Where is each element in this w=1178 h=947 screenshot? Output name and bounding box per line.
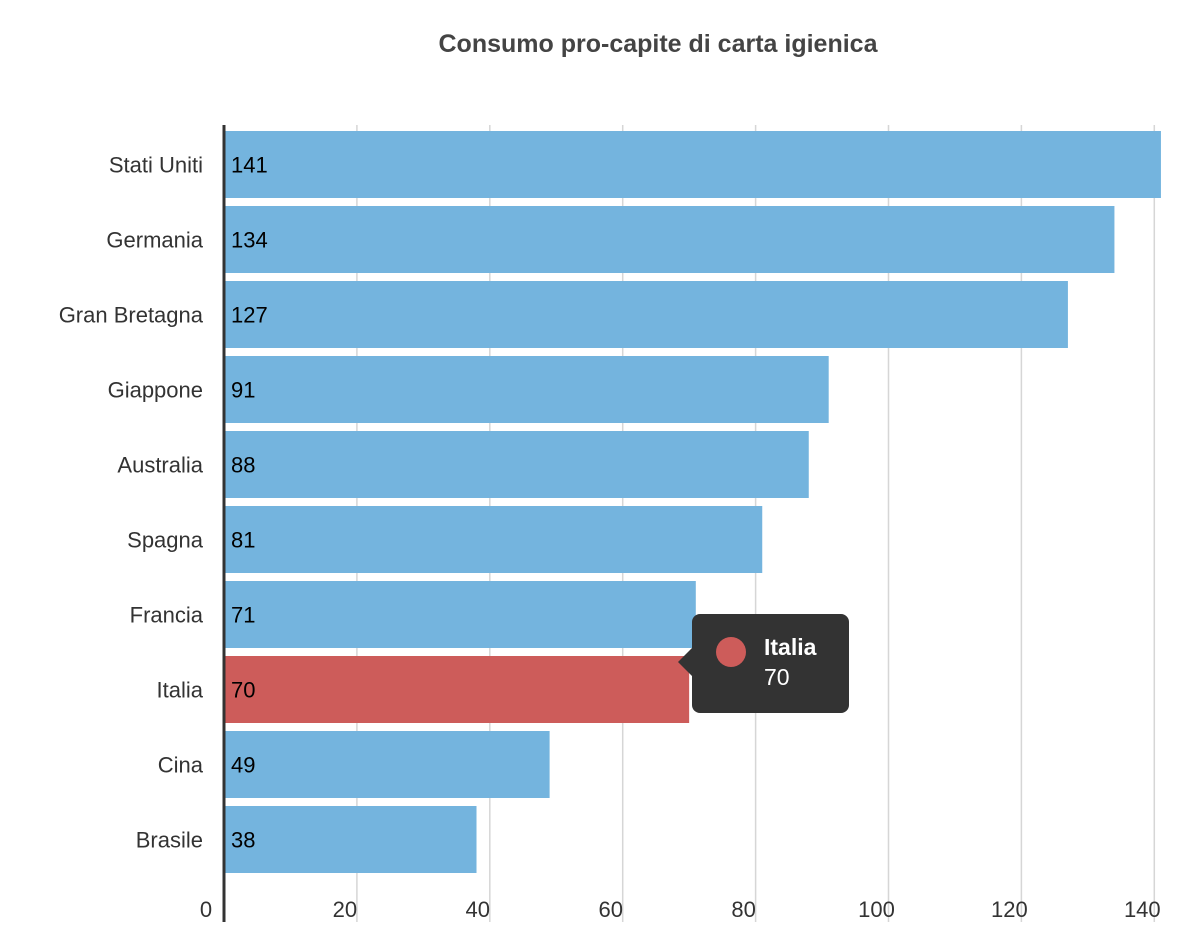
- category-label: Giappone: [108, 378, 203, 403]
- data-label: 71: [231, 603, 255, 628]
- bar-germania[interactable]: [224, 206, 1115, 273]
- category-label: Spagna: [127, 528, 204, 553]
- bar-italia[interactable]: [224, 656, 690, 723]
- tooltip: Italia 70: [678, 614, 849, 713]
- x-tick-label: 100: [858, 897, 895, 922]
- category-label: Germania: [106, 228, 203, 253]
- category-label: Cina: [158, 753, 204, 778]
- chart-title: Consumo pro-capite di carta igienica: [439, 30, 879, 58]
- data-label: 88: [231, 453, 255, 478]
- tooltip-name: Italia: [764, 634, 817, 660]
- data-label: 70: [231, 678, 255, 703]
- bar-gran-bretagna[interactable]: [224, 281, 1068, 348]
- data-label: 127: [231, 303, 268, 328]
- bar-australia[interactable]: [224, 431, 809, 498]
- data-label: 81: [231, 528, 255, 553]
- category-label: Australia: [117, 453, 203, 478]
- x-tick-label: 0: [200, 897, 212, 922]
- tooltip-color-dot: [716, 637, 746, 667]
- category-label: Francia: [130, 603, 204, 628]
- bar-brasile[interactable]: [224, 806, 477, 873]
- bar-cina[interactable]: [224, 731, 550, 798]
- data-label: 91: [231, 378, 255, 403]
- bar-francia[interactable]: [224, 581, 696, 648]
- bar-giappone[interactable]: [224, 356, 829, 423]
- category-label: Brasile: [136, 828, 203, 853]
- tooltip-value: 70: [764, 664, 790, 690]
- data-label: 49: [231, 753, 255, 778]
- data-label: 38: [231, 828, 255, 853]
- data-label: 134: [231, 228, 268, 253]
- bar-spagna[interactable]: [224, 506, 763, 573]
- category-label: Italia: [157, 678, 204, 703]
- category-label: Stati Uniti: [109, 153, 203, 178]
- bar-stati-uniti[interactable]: [224, 131, 1161, 198]
- x-tick-label: 120: [991, 897, 1028, 922]
- data-label: 141: [231, 153, 268, 178]
- x-tick-label: 140: [1124, 897, 1161, 922]
- category-label: Gran Bretagna: [59, 303, 204, 328]
- x-tick-label: 40: [466, 897, 490, 922]
- x-tick-label: 20: [333, 897, 357, 922]
- x-tick-label: 60: [598, 897, 622, 922]
- x-tick-label: 80: [731, 897, 755, 922]
